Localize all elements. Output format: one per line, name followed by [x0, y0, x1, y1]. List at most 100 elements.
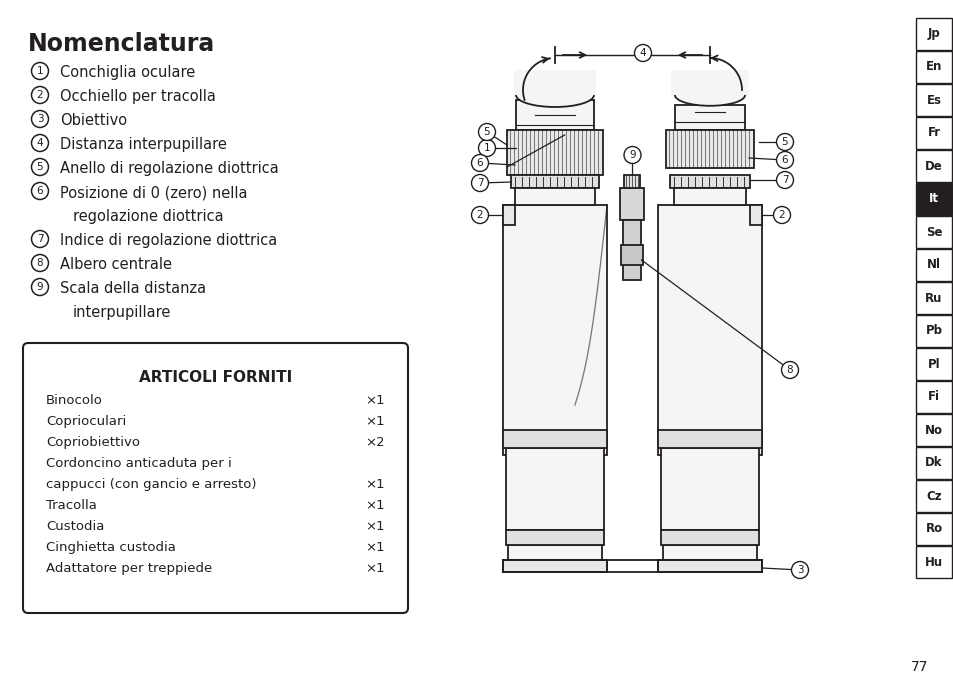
Text: 77: 77 [910, 660, 928, 674]
Text: Pl: Pl [926, 357, 940, 370]
Circle shape [781, 362, 798, 378]
Bar [669, 175, 749, 188]
Text: Nomenclatura: Nomenclatura [28, 32, 215, 56]
Text: Copriobiettivo: Copriobiettivo [46, 436, 140, 449]
Bar [516, 100, 594, 130]
Text: Hu: Hu [924, 556, 943, 569]
Text: Pb: Pb [924, 324, 942, 338]
FancyBboxPatch shape [23, 343, 408, 613]
Text: Dk: Dk [924, 456, 942, 470]
Circle shape [776, 133, 793, 150]
Text: 7: 7 [781, 175, 787, 185]
Bar [658, 430, 761, 448]
Bar [915, 381, 951, 413]
Text: Fi: Fi [927, 391, 939, 403]
Bar [670, 70, 748, 95]
Text: Ru: Ru [924, 292, 942, 305]
Bar [662, 545, 757, 560]
Text: Anello di regolazione diottrica: Anello di regolazione diottrica [60, 161, 278, 176]
Circle shape [471, 175, 488, 192]
Bar [915, 117, 951, 149]
Bar [674, 105, 744, 130]
Text: ×1: ×1 [365, 520, 385, 533]
Text: 9: 9 [629, 150, 635, 160]
Text: 5: 5 [781, 137, 787, 147]
Circle shape [478, 139, 495, 156]
Text: Jp: Jp [926, 28, 940, 41]
Bar [658, 560, 761, 572]
Text: Conchiglia oculare: Conchiglia oculare [60, 65, 195, 80]
Bar [515, 188, 595, 205]
Text: 2: 2 [778, 210, 784, 220]
Text: 7: 7 [476, 178, 483, 188]
Bar [620, 245, 643, 265]
Text: Tracolla: Tracolla [46, 499, 97, 512]
Circle shape [776, 152, 793, 169]
Bar [915, 315, 951, 347]
Text: Obiettivo: Obiettivo [60, 113, 127, 128]
Text: Distanza interpupillare: Distanza interpupillare [60, 137, 227, 152]
Text: 6: 6 [476, 158, 483, 168]
Bar [660, 448, 759, 530]
Text: 6: 6 [781, 155, 787, 165]
Text: Albero centrale: Albero centrale [60, 257, 172, 272]
Text: 5: 5 [36, 162, 43, 172]
Bar [502, 205, 606, 455]
Bar [915, 546, 951, 578]
Text: ×2: ×2 [365, 436, 385, 449]
Bar [915, 447, 951, 479]
Text: Fr: Fr [926, 127, 940, 139]
Text: 7: 7 [36, 234, 43, 244]
Circle shape [478, 123, 495, 141]
Text: Scala della distanza: Scala della distanza [60, 281, 206, 296]
Text: En: En [924, 60, 942, 74]
Bar [915, 84, 951, 116]
Circle shape [791, 561, 807, 579]
Bar [623, 220, 640, 280]
Text: Coprioculari: Coprioculari [46, 415, 126, 428]
Text: Cz: Cz [925, 489, 941, 502]
Bar [658, 205, 761, 455]
Bar [505, 530, 603, 545]
Text: 3: 3 [796, 565, 802, 575]
Text: cappucci (con gancio e arresto): cappucci (con gancio e arresto) [46, 478, 256, 491]
Text: 2: 2 [476, 210, 483, 220]
Bar [502, 430, 606, 448]
Bar [665, 130, 753, 168]
Circle shape [471, 206, 488, 223]
Circle shape [773, 206, 790, 223]
Text: interpupillare: interpupillare [73, 305, 172, 320]
Text: ×1: ×1 [365, 541, 385, 554]
Bar [502, 560, 606, 572]
Text: ×1: ×1 [365, 562, 385, 575]
Text: No: No [924, 424, 942, 437]
Text: Indice di regolazione diottrica: Indice di regolazione diottrica [60, 233, 277, 248]
Circle shape [634, 45, 651, 62]
Text: Ro: Ro [924, 523, 942, 536]
Bar [915, 183, 951, 215]
Text: 4: 4 [36, 138, 43, 148]
Text: 6: 6 [36, 186, 43, 196]
Bar [673, 188, 745, 205]
Text: Es: Es [925, 93, 941, 106]
Bar [660, 530, 759, 545]
Text: Binocolo: Binocolo [46, 394, 103, 407]
Text: 8: 8 [36, 258, 43, 268]
Circle shape [471, 154, 488, 171]
Text: ×1: ×1 [365, 499, 385, 512]
Text: Cordoncino anticaduta per i: Cordoncino anticaduta per i [46, 457, 232, 470]
Bar [915, 513, 951, 545]
Text: 2: 2 [36, 90, 43, 100]
Bar [511, 175, 598, 188]
Bar [915, 150, 951, 182]
Bar [915, 51, 951, 83]
Bar [915, 348, 951, 380]
Text: ×1: ×1 [365, 478, 385, 491]
Text: ×1: ×1 [365, 394, 385, 407]
Bar [915, 282, 951, 314]
Bar [749, 205, 761, 225]
Text: regolazione diottrica: regolazione diottrica [73, 209, 223, 224]
Bar [505, 448, 603, 530]
Bar [507, 545, 601, 560]
Text: Cinghietta custodia: Cinghietta custodia [46, 541, 175, 554]
